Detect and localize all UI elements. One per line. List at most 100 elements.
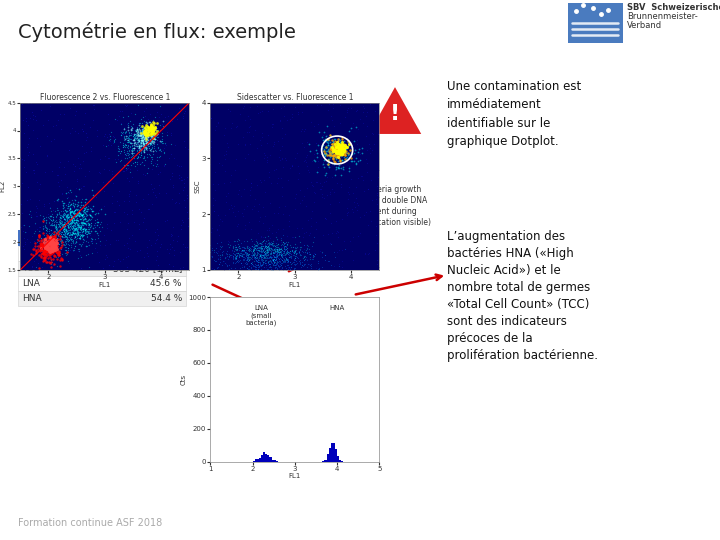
Point — [149, 190, 161, 199]
Point — [132, 126, 143, 135]
Point — [134, 246, 145, 254]
Point — [15, 199, 27, 208]
Point — [40, 247, 51, 255]
Point — [361, 146, 372, 154]
Point — [45, 241, 56, 250]
Point — [337, 145, 348, 153]
Point — [74, 224, 86, 233]
Point — [174, 248, 186, 256]
Point — [138, 154, 149, 163]
Point — [88, 105, 99, 113]
Point — [241, 253, 253, 261]
Point — [68, 218, 80, 227]
Point — [138, 131, 150, 139]
Point — [166, 116, 177, 125]
Point — [67, 222, 78, 231]
Point — [62, 219, 73, 227]
Bar — [323, 461, 325, 462]
Point — [144, 126, 156, 135]
Point — [43, 258, 55, 266]
Point — [288, 258, 300, 266]
Point — [278, 243, 289, 252]
Point — [153, 113, 165, 122]
Point — [55, 234, 67, 243]
Point — [140, 132, 152, 141]
Point — [22, 139, 34, 148]
Point — [102, 109, 113, 118]
Point — [27, 166, 38, 175]
Point — [304, 250, 315, 259]
Point — [336, 140, 347, 149]
Point — [71, 210, 82, 218]
Point — [143, 205, 154, 213]
Point — [140, 131, 152, 140]
Point — [233, 186, 245, 195]
Point — [212, 179, 223, 188]
Point — [286, 246, 297, 254]
Point — [198, 259, 210, 268]
Point — [284, 265, 296, 274]
Point — [333, 262, 344, 271]
Point — [264, 261, 276, 270]
Point — [296, 261, 307, 269]
Point — [332, 136, 343, 145]
Point — [29, 220, 40, 228]
Point — [61, 203, 73, 212]
Point — [228, 253, 239, 262]
Point — [230, 259, 241, 267]
Point — [66, 215, 78, 224]
Point — [310, 146, 322, 154]
Point — [52, 231, 63, 240]
Point — [21, 117, 32, 125]
Point — [143, 126, 155, 135]
Point — [42, 245, 54, 254]
Point — [75, 241, 86, 250]
Point — [164, 244, 176, 253]
Point — [298, 191, 310, 200]
Point — [228, 244, 239, 252]
Point — [332, 145, 343, 154]
Point — [40, 245, 51, 253]
Point — [122, 160, 133, 169]
Point — [85, 227, 96, 235]
Point — [320, 141, 332, 150]
Point — [338, 147, 349, 156]
Point — [53, 208, 65, 217]
Point — [220, 260, 232, 268]
Point — [81, 217, 92, 226]
Point — [121, 132, 132, 140]
Point — [217, 260, 228, 269]
Point — [232, 242, 243, 251]
Point — [360, 207, 372, 216]
Point — [143, 150, 154, 159]
Point — [359, 248, 371, 257]
Point — [47, 243, 58, 252]
Point — [120, 153, 131, 162]
Point — [339, 150, 351, 159]
Point — [116, 129, 127, 138]
Point — [72, 222, 84, 231]
Point — [359, 249, 370, 258]
Point — [44, 247, 55, 256]
Point — [37, 234, 49, 243]
Point — [38, 213, 50, 222]
Point — [38, 247, 50, 256]
Point — [66, 212, 77, 221]
Point — [130, 130, 141, 138]
Point — [235, 259, 247, 267]
Point — [121, 164, 132, 173]
Point — [153, 133, 164, 141]
Point — [267, 120, 279, 129]
Point — [328, 140, 339, 149]
Point — [101, 224, 112, 232]
Point — [36, 237, 48, 245]
Point — [120, 127, 131, 136]
Point — [32, 241, 43, 250]
Point — [16, 100, 27, 109]
Point — [81, 132, 92, 141]
Point — [327, 153, 338, 162]
Point — [221, 249, 233, 258]
Point — [138, 253, 149, 261]
Point — [53, 249, 65, 258]
Point — [78, 210, 89, 219]
